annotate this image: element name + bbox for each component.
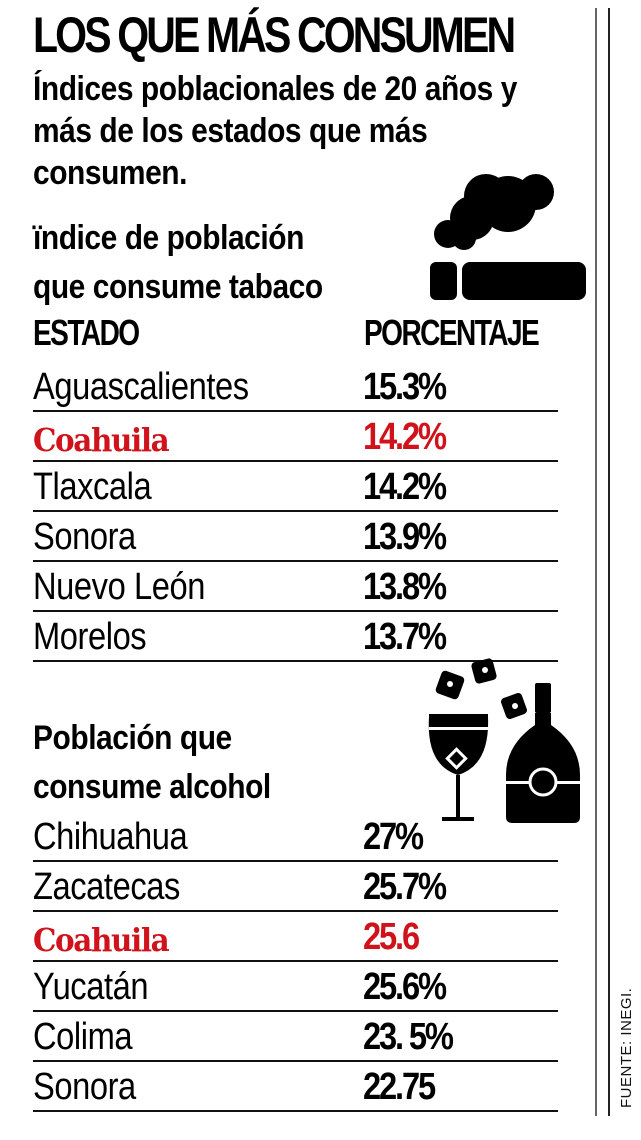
table-row: Morelos 13.7% [33,612,558,662]
table-row-highlighted: Coahuila 25.6 [33,912,558,962]
state-percentage: 13.9% [363,516,447,558]
state-name: Aguascalientes [33,366,249,408]
state-percentage: 25.6 [363,916,420,958]
page-title: LOS QUE MÁS CONSUMEN [33,7,516,63]
tobacco-section-title: ïndice de población que consume tabaco [33,214,420,312]
state-name: Nuevo León [33,566,205,608]
table-row: Chihuahua 27% [33,812,558,862]
alcohol-table: Chihuahua 27% Zacatecas 25.7% Coahuila 25.6… [33,812,558,1112]
tobacco-title-line2: que consume tabaco [33,268,323,306]
state-name: Sonora [33,1066,136,1108]
state-percentage: 22.75 [363,1066,436,1108]
tobacco-table: Aguascalientes 15.3% Coahuila 14.2% Tlaxca… [33,362,558,662]
tobacco-title-line1: ïndice de población [33,219,304,257]
state-name: Colima [33,1016,133,1058]
state-name: Tlaxcala [33,466,152,508]
state-name: Chihuahua [33,816,188,858]
state-percentage: 13.8% [363,566,447,608]
state-percentage: 25.6% [363,966,447,1008]
table-row: Yucatán 25.6% [33,962,558,1012]
table-row: Sonora 13.9% [33,512,558,562]
state-percentage: 27% [363,816,424,858]
table-row: Zacatecas 25.7% [33,862,558,912]
column-header-state: ESTADO [33,312,140,353]
table-row-highlighted: Coahuila 14.2% [33,412,558,462]
state-percentage: 13.7% [363,616,447,658]
state-name: Morelos [33,616,147,658]
state-percentage: 23. 5% [363,1016,454,1058]
state-name: Zacatecas [33,866,180,908]
border-line-left [595,8,597,1116]
table-row: Tlaxcala 14.2% [33,462,558,512]
table-row: Aguascalientes 15.3% [33,362,558,412]
state-percentage: 15.3% [363,366,447,408]
state-percentage: 14.2% [363,466,447,508]
table-row: Sonora 22.75 [33,1062,558,1112]
state-percentage: 25.7% [363,866,447,908]
page-subtitle: Índices poblacionales de 20 años y más d… [33,70,517,192]
border-line-right [608,8,610,1116]
wine-glass-bottle-ice-icon [428,658,580,823]
table-row: Colima 23. 5% [33,1012,558,1062]
table-row: Nuevo León 13.8% [33,562,558,612]
alcohol-title-line2: consume alcohol [33,768,271,806]
alcohol-title-line1: Población que [33,719,232,757]
state-name: Coahuila [33,921,170,959]
state-name: Yucatán [33,966,149,1008]
cigarette-smoke-icon [430,174,586,300]
state-name: Coahuila [33,421,170,459]
source-credit: FUENTE: INEGI. [618,987,635,1108]
state-percentage: 14.2% [363,416,447,458]
state-name: Sonora [33,516,136,558]
column-header-percentage: PORCENTAJE [364,312,540,353]
alcohol-section-title: Población que consume alcohol [33,714,420,812]
